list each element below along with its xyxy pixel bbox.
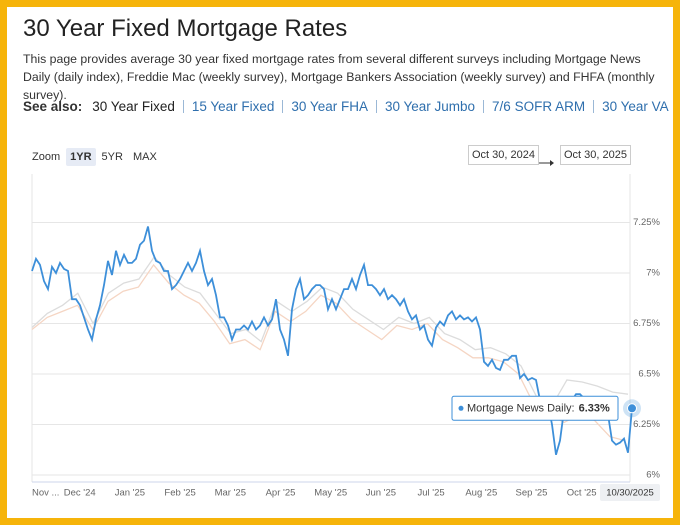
series-line [31,263,626,442]
y-tick-label: 7.25% [633,217,660,228]
series-line [31,255,629,408]
crosshair-label: 10/30/2025 [606,488,654,499]
tooltip-bullet [458,405,464,411]
x-tick-label: Aug '25 [465,488,497,499]
y-tick-label: 6% [646,469,660,480]
range-arrow-head [550,160,554,166]
x-tick-label: Feb '25 [164,488,195,499]
x-tick-label: Mar '25 [215,488,246,499]
tooltip-text: Mortgage News Daily: 6.33% [467,402,610,414]
x-tick-label: Oct '25 [567,488,597,499]
hover-point [627,403,637,414]
description: This page provides average 30 year fixed… [23,52,655,102]
range-from[interactable]: Oct 30, 2024 [468,145,539,165]
x-tick-label: May '25 [314,488,347,499]
zoom-option[interactable]: 1YR [66,148,96,166]
x-tick-label: Apr '25 [266,488,296,499]
see-also-link[interactable]: 30 Year Fixed [92,99,175,114]
crosshair-box [600,484,660,501]
see-also-label: See also: [23,99,83,114]
zoom: Zoom 1YR 5YR MAX [32,148,161,166]
x-tick-label: Sep '25 [516,488,548,499]
tooltip-label: Mortgage News Daily: [467,402,575,414]
see-also: See also: 30 Year Fixed 15 Year Fixed 30 Ye… [23,99,673,114]
zoom-label: Zoom [32,151,61,163]
tooltip-box [451,395,619,421]
x-tick-label: Nov ... [32,488,59,499]
see-also-link[interactable]: 30 Year VA [593,100,673,113]
y-tick-label: 7% [646,267,660,278]
range-to[interactable]: Oct 30, 2025 [560,145,631,165]
tooltip-value: 6.33% [579,402,610,414]
series-line [31,226,633,456]
x-tick-label: Jan '25 [115,488,145,499]
zoom-option[interactable]: 5YR [101,151,123,163]
page-title: 30 Year Fixed Mortgage Rates [23,15,348,42]
zoom-option[interactable]: MAX [132,151,157,163]
x-tick-label: Dec '24 [64,488,96,499]
x-tick-label: Jul '25 [418,488,445,499]
x-tick-label: Jun '25 [366,488,396,499]
see-also-link[interactable]: 30 Year Jumbo [375,100,483,113]
see-also-link[interactable]: 15 Year Fixed [182,100,283,113]
y-tick-label: 6.5% [638,368,660,379]
see-also-link[interactable]: 30 Year FHA [282,100,376,113]
y-tick-label: 6.75% [633,318,660,329]
see-also-link[interactable]: 7/6 SOFR ARM [483,100,593,113]
y-tick-label: 6.25% [633,419,660,430]
